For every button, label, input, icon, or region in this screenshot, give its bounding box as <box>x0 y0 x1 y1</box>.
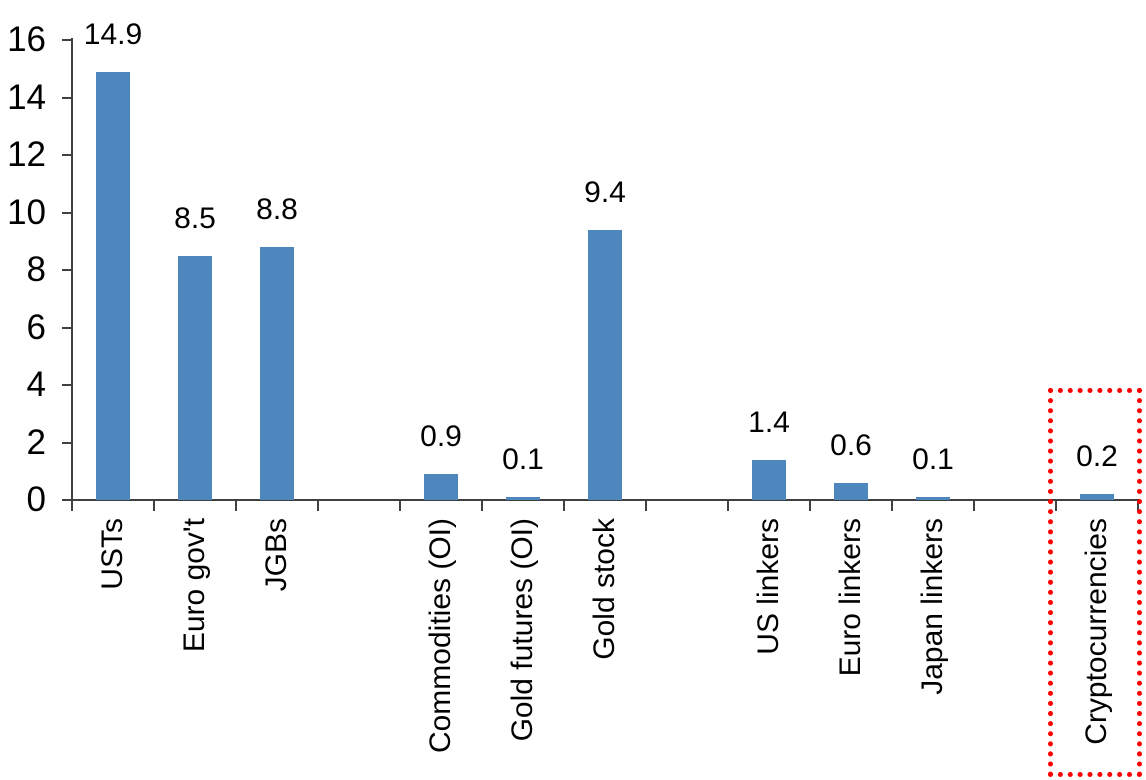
y-axis-tick-label: 16 <box>7 20 46 59</box>
y-axis-tick-label: 4 <box>26 365 46 404</box>
y-axis-tick <box>62 499 72 501</box>
bar-value-label: 1.4 <box>748 405 790 439</box>
y-axis-tick-label: 8 <box>26 250 46 289</box>
x-axis-tick <box>153 499 155 511</box>
bar-usts <box>96 71 130 500</box>
y-axis-tick-label: 12 <box>7 135 46 174</box>
y-axis-tick <box>62 39 72 41</box>
x-axis-label-commodities-oi: Commodities (OI) <box>424 518 457 754</box>
bar-value-label: 0.1 <box>502 443 544 477</box>
y-axis-tick <box>62 384 72 386</box>
y-axis-tick-label: 10 <box>7 192 46 232</box>
bar-value-label: 8.5 <box>174 201 216 235</box>
bar-value-label: 0.9 <box>420 420 462 454</box>
x-axis-label-gold-stock: Gold stock <box>588 518 621 660</box>
bar-jgbs <box>260 247 294 500</box>
bar-us-linkers <box>752 459 786 500</box>
bar-commodities-oi <box>424 474 458 500</box>
x-axis-line <box>62 499 1140 501</box>
bar-value-label: 0.1 <box>912 443 954 477</box>
bar-euro-gov-t <box>178 255 212 500</box>
x-axis-label-euro-linkers: Euro linkers <box>834 518 867 677</box>
x-axis-tick <box>481 499 483 511</box>
x-axis-label-japan-linkers: Japan linkers <box>916 518 949 695</box>
x-axis-tick <box>1055 499 1057 511</box>
x-axis-tick <box>973 499 975 511</box>
y-axis-tick <box>62 269 72 271</box>
y-axis-tick <box>62 211 72 214</box>
y-axis-tick <box>62 96 72 99</box>
x-axis-label-gold-futures-oi: Gold futures (OI) <box>506 518 539 742</box>
x-axis-tick <box>727 499 729 511</box>
y-axis-tick <box>62 441 72 444</box>
y-axis-tick-label: 2 <box>26 422 46 462</box>
x-axis-tick <box>399 499 401 511</box>
x-axis-tick <box>235 499 237 511</box>
y-axis-tick-label: 6 <box>26 307 46 347</box>
x-axis-label-usts: USTs <box>96 518 129 590</box>
bar-gold-stock <box>588 229 622 500</box>
bar-japan-linkers <box>916 497 950 500</box>
x-axis-tick <box>563 499 565 511</box>
x-axis-label-jgbs: JGBs <box>260 518 293 592</box>
bar-euro-linkers <box>834 482 868 500</box>
bar-cryptocurrencies <box>1080 494 1114 500</box>
y-axis-tick-label: 14 <box>7 77 46 117</box>
y-axis-line <box>71 38 73 511</box>
x-axis-label-us-linkers: US linkers <box>752 518 785 655</box>
x-axis-tick <box>809 499 811 511</box>
bar-value-label: 0.2 <box>1076 440 1118 474</box>
y-axis-tick <box>62 154 72 156</box>
x-axis-tick <box>891 499 893 511</box>
bar-value-label: 8.8 <box>256 193 298 226</box>
bar-value-label: 0.6 <box>830 428 872 462</box>
x-axis-label-euro-gov-t: Euro gov't <box>178 518 211 653</box>
x-axis-tick <box>645 499 647 511</box>
bar-value-label: 14.9 <box>83 17 143 51</box>
x-axis-tick <box>317 499 319 511</box>
bar-gold-futures-oi <box>506 497 540 500</box>
y-axis-tick <box>62 326 72 329</box>
bar-value-label: 9.4 <box>584 175 626 209</box>
y-axis-tick-label: 0 <box>26 480 46 519</box>
cryptocurrencies-highlight-box <box>1048 388 1142 777</box>
